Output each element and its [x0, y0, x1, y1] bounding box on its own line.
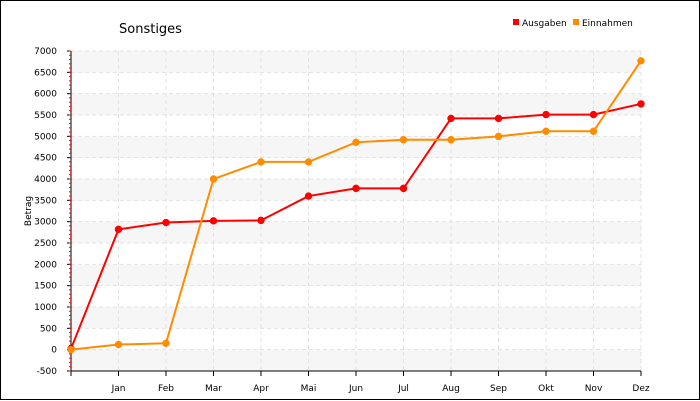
data-point [589, 127, 598, 135]
x-tick-label: Okt [538, 384, 554, 394]
plot-background-bands [71, 51, 641, 371]
data-point [162, 218, 170, 227]
x-tick-label: Apr [253, 384, 269, 394]
data-point [542, 127, 550, 135]
y-tick-label: 5500 [34, 111, 57, 121]
data-point [352, 184, 360, 193]
x-tick-label: Dez [632, 384, 649, 394]
y-tick-label: 1000 [34, 303, 57, 313]
x-tick-label: Jan [111, 384, 126, 394]
legend-swatch-ausgaben [513, 19, 519, 25]
data-point [209, 175, 218, 183]
y-tick-label: 1500 [34, 282, 57, 292]
x-tick-label: Mai [301, 384, 317, 394]
y-tick-label: 2500 [34, 239, 57, 249]
data-point [589, 110, 598, 119]
y-tick-label: 5000 [34, 132, 57, 142]
y-tick-label: 2000 [34, 260, 57, 270]
data-point [162, 339, 170, 347]
data-point [494, 132, 503, 141]
y-tick-label: 4500 [34, 154, 57, 164]
y-tick-label: 6000 [34, 90, 57, 100]
tick-labels: -500 0 500 1000 1500 2000 2500 3000 3500 4000 4500… [34, 47, 650, 394]
data-point [637, 100, 645, 108]
y-tick-label: 4000 [34, 175, 57, 185]
x-tick-label: Mar [205, 384, 222, 394]
data-point [67, 345, 75, 354]
x-tick-label: Jul [397, 384, 409, 394]
y-tick-label: 3500 [34, 196, 57, 206]
x-tick-label: Sep [490, 384, 507, 394]
y-tick-label: 3000 [34, 218, 57, 228]
data-point [494, 114, 503, 123]
legend-label-ausgaben: Ausgaben [522, 19, 567, 29]
y-tick-label: -500 [37, 367, 58, 377]
x-tick-label: Feb [158, 384, 174, 394]
y-tick-label: 0 [51, 346, 57, 356]
data-point [257, 216, 265, 225]
data-point [209, 217, 218, 225]
legend: Ausgaben Einnahmen [513, 19, 633, 29]
data-point [114, 225, 123, 234]
x-tick-label: Jun [348, 384, 363, 394]
data-point [304, 192, 313, 200]
series-einnahmen [67, 57, 645, 354]
data-point [542, 110, 550, 119]
data-point [352, 138, 360, 147]
y-tick-label: 500 [40, 324, 57, 334]
data-point [399, 136, 408, 144]
data-point [637, 57, 645, 65]
axes [67, 50, 642, 376]
y-tick-label: 6500 [34, 68, 57, 78]
legend-swatch-einnahmen [573, 19, 579, 25]
y-tick-label: 7000 [34, 47, 57, 57]
series-layer [67, 57, 645, 354]
y-axis-label: Betrag [24, 196, 34, 226]
data-point [114, 340, 123, 349]
data-point [304, 158, 313, 166]
legend-label-einnahmen: Einnahmen [582, 19, 633, 29]
data-point [257, 158, 265, 166]
data-point [447, 136, 455, 144]
chart-title: Sonstiges [119, 22, 182, 37]
data-point [399, 184, 408, 193]
data-point [447, 114, 455, 123]
x-tick-label: Nov [585, 384, 603, 394]
x-tick-label: Aug [442, 384, 460, 394]
